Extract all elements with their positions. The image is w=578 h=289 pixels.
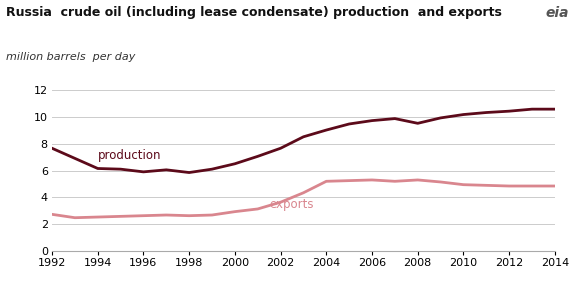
Text: million barrels  per day: million barrels per day <box>6 52 135 62</box>
Text: Russia  crude oil (including lease condensate) production  and exports: Russia crude oil (including lease conden… <box>6 6 502 19</box>
Text: production: production <box>98 149 161 162</box>
Text: eia: eia <box>546 6 569 20</box>
Text: exports: exports <box>269 198 314 211</box>
